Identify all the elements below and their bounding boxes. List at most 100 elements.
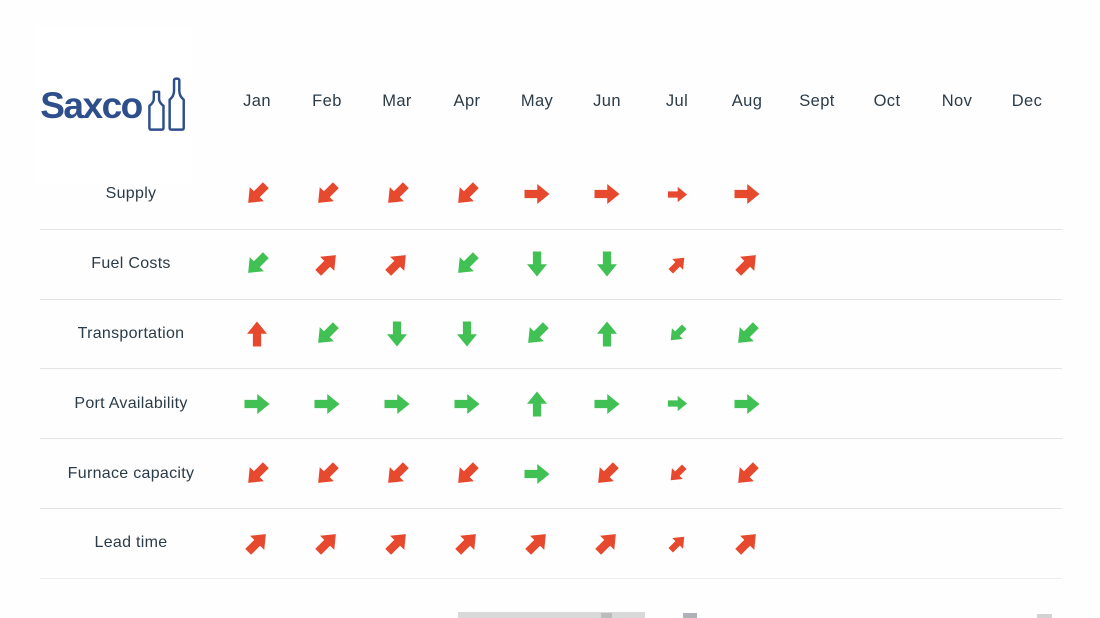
- trend-cell: [642, 532, 712, 555]
- trend-cell: [642, 462, 712, 485]
- trend-arrow-down-icon: [527, 251, 547, 277]
- bottles-icon: [147, 77, 185, 131]
- trend-arrow-down-left-icon: [318, 322, 339, 343]
- trend-arrow-down-left-icon: [528, 322, 549, 343]
- trend-cell: [642, 322, 712, 345]
- trend-cell: [222, 249, 292, 279]
- trend-cell: [712, 249, 782, 279]
- trend-cell: [432, 528, 502, 558]
- row-label: Transportation: [77, 324, 185, 342]
- trend-cell: [292, 389, 362, 419]
- trend-arrow-up-right-icon: [525, 534, 546, 556]
- month-header-oct: Oct: [873, 92, 901, 110]
- trend-cell: [712, 179, 782, 209]
- trend-arrow-right-icon: [454, 393, 480, 414]
- trend-cell: [222, 389, 292, 419]
- trend-cell: [712, 528, 782, 558]
- trend-cell: [222, 528, 292, 558]
- trend-arrow-down-icon: [387, 321, 407, 347]
- trend-cell: [642, 253, 712, 276]
- trend-cell: [502, 179, 572, 209]
- trend-cell: [362, 179, 432, 209]
- month-header-jun: Jun: [593, 92, 621, 110]
- table-row: Transportation: [40, 298, 1062, 369]
- trend-arrow-down-left-icon: [458, 252, 479, 274]
- table-row: Lead time: [40, 507, 1062, 579]
- trend-arrow-down-left-icon: [458, 182, 479, 204]
- trend-arrow-down-left-icon: [738, 322, 759, 343]
- trend-cell: [502, 319, 572, 349]
- row-label: Furnace capacity: [67, 464, 195, 482]
- trend-arrow-up-right-icon: [385, 534, 406, 556]
- month-header-feb: Feb: [312, 92, 342, 110]
- trend-arrow-right-icon: [384, 393, 410, 414]
- trend-arrow-down-left-icon: [598, 461, 619, 483]
- trend-arrow-up-right-icon: [315, 255, 336, 276]
- trend-arrow-right-icon: [244, 393, 270, 414]
- trend-cell: [292, 249, 362, 279]
- trend-arrow-down-icon: [457, 321, 477, 347]
- trend-arrow-up-right-icon: [385, 255, 406, 276]
- month-header-jan: Jan: [243, 92, 271, 110]
- trend-cell: [502, 459, 572, 489]
- trend-cell: [362, 319, 432, 349]
- trend-arrow-down-left-icon: [388, 461, 409, 483]
- trend-cell: [432, 319, 502, 349]
- trend-cell: [642, 183, 712, 206]
- trend-cell: [362, 528, 432, 558]
- trend-arrow-right-icon: [734, 393, 760, 414]
- trend-arrow-right-icon: [594, 184, 620, 205]
- trend-cell: [572, 389, 642, 419]
- trend-arrow-up-right-icon: [735, 534, 756, 556]
- trend-cell: [572, 249, 642, 279]
- trend-cell: [502, 528, 572, 558]
- trend-arrow-down-left-icon: [248, 252, 269, 274]
- trend-arrow-down-left-icon: [738, 461, 759, 483]
- month-header-row: Jan Feb Mar Apr May Jun Jul Aug Sept Oct Nov Dec: [40, 74, 1062, 129]
- trend-arrow-down-left-icon: [458, 461, 479, 483]
- trend-arrow-up-right-icon: [595, 534, 616, 556]
- trend-cell: [362, 249, 432, 279]
- trend-cell: [432, 459, 502, 489]
- table-row: Fuel Costs: [40, 228, 1062, 299]
- cutoff-element: [601, 613, 612, 618]
- trend-arrow-up-icon: [247, 321, 267, 347]
- month-header-apr: Apr: [453, 92, 481, 110]
- row-label: Fuel Costs: [91, 255, 171, 273]
- trend-arrow-up-right-icon: [735, 255, 756, 276]
- month-header-jul: Jul: [665, 92, 689, 110]
- trend-cell: [572, 179, 642, 209]
- trend-arrow-down-left-icon: [388, 182, 409, 204]
- cutoff-element: [458, 612, 645, 618]
- brand-name: Saxco: [40, 84, 143, 126]
- row-label: Lead time: [94, 534, 168, 552]
- trend-arrow-down-left-icon: [248, 461, 269, 483]
- trend-cell: [292, 459, 362, 489]
- trend-cell: [292, 179, 362, 209]
- trend-arrow-down-left-icon: [670, 464, 687, 481]
- trend-cell: [502, 249, 572, 279]
- table-row: Furnace capacity: [40, 438, 1062, 508]
- trend-cell: [712, 319, 782, 349]
- trend-cell: [642, 392, 712, 415]
- cutoff-element: [683, 613, 697, 618]
- trend-cell: [572, 459, 642, 489]
- month-header-nov: Nov: [941, 92, 973, 110]
- trend-cell: [712, 389, 782, 419]
- trend-arrow-up-right-icon: [245, 534, 266, 556]
- table-row: Supply: [40, 160, 1062, 229]
- trend-table: Supply Fuel Costs Transportation Port Avail…: [40, 160, 1062, 579]
- trend-arrow-up-icon: [527, 391, 547, 417]
- trend-arrow-down-left-icon: [318, 461, 339, 483]
- row-label: Port Availability: [74, 394, 188, 412]
- trend-arrow-up-right-icon: [455, 534, 476, 556]
- trend-arrow-right-icon: [734, 184, 760, 205]
- trend-cell: [502, 389, 572, 419]
- month-header-dec: Dec: [1011, 92, 1043, 110]
- trend-cell: [712, 459, 782, 489]
- trend-arrow-down-left-icon: [318, 182, 339, 204]
- trend-arrow-up-icon: [597, 321, 617, 347]
- trend-cell: [222, 179, 292, 209]
- trend-cell: [292, 528, 362, 558]
